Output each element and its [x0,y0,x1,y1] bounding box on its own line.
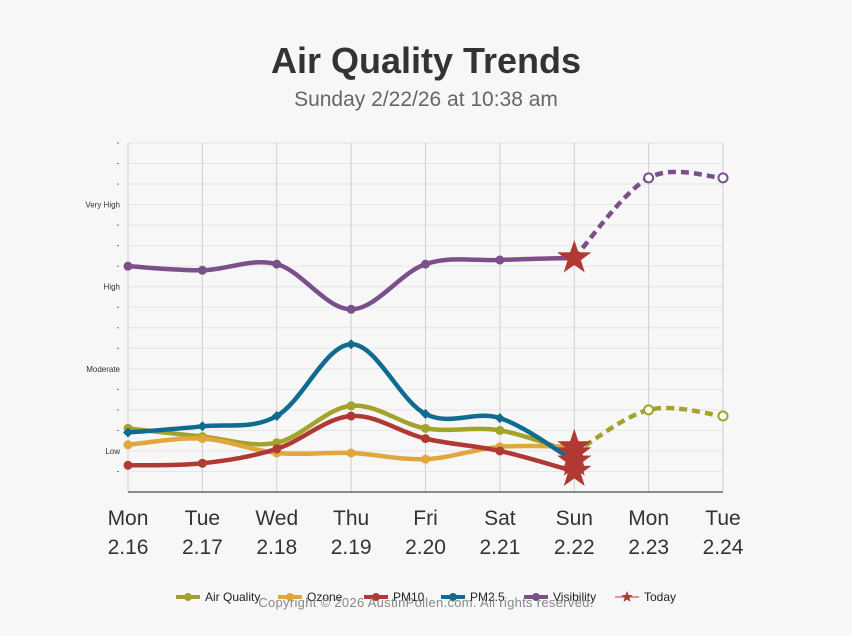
legend-swatch-point [532,593,540,601]
chart-grid [127,142,724,492]
data-point [123,460,133,470]
x-tick-date: 2.16 [108,536,149,559]
legend-label: PM10 [393,590,425,604]
today-star [557,240,592,273]
x-tick-day: Sat [484,507,516,530]
data-point [197,265,207,275]
chart-series [123,169,729,474]
x-tick-date: 2.21 [479,536,520,559]
legend-item: PM2.5 [441,590,505,604]
forecast-point [643,404,655,416]
x-tick-day: Sun [556,507,593,530]
legend-swatch-point [184,593,192,601]
chart-title: Air Quality Trends [270,40,582,81]
legend-label: Ozone [307,590,343,604]
legend-item: Ozone [278,590,343,604]
data-point [494,413,505,424]
series-pm2-5 [123,339,577,464]
data-point [495,446,505,456]
data-point [346,448,356,458]
legend-label: PM2.5 [470,590,505,604]
copyright-footer: Copyright © 2026 AustinPollen.com. All r… [258,595,594,610]
today-markers [557,240,592,486]
legend-label: Visibility [553,590,596,604]
today-star [557,443,592,476]
x-tick-date: 2.18 [256,536,297,559]
legend-label: Air Quality [205,590,260,604]
data-point [495,255,505,265]
y-level-label: High [104,283,120,292]
x-tick-date: 2.23 [628,536,669,559]
data-point [123,261,133,271]
y-level-label: Very High [85,201,120,210]
chart-legend: Air Quality Ozone PM10 PM2.5 Visibility Today [176,590,676,604]
data-point [420,408,431,419]
data-point [346,304,356,314]
legend-swatch-point [286,593,294,601]
x-tick-date: 2.20 [405,536,446,559]
x-tick-date: 2.22 [554,536,595,559]
legend-swatch-point [449,593,457,601]
data-point [197,434,207,444]
legend-item: Visibility [524,590,596,604]
y-level-label: Low [105,447,120,456]
x-tick-day: Thu [333,507,369,530]
data-point [421,434,430,444]
data-point [346,411,356,421]
data-point [421,423,430,433]
x-tick-day: Mon [628,507,669,530]
series-forecast-line [573,405,724,455]
y-level-label: Moderate [86,365,120,374]
forecast-point [717,410,729,422]
x-tick-day: Tue [185,507,220,530]
data-point [123,427,133,438]
data-point [346,339,357,350]
data-point [421,454,430,464]
data-point [272,444,282,454]
data-point [421,259,430,269]
x-tick-date: 2.17 [182,536,223,559]
x-tick-day: Mon [108,507,149,530]
series-ozone [123,434,577,464]
forecast-point [643,172,655,184]
chart-subtitle: Sunday 2/22/26 at 10:38 am [294,88,558,111]
x-axis-ticks: Mon 2.16 Tue 2.17 Wed 2.18 Thu 2.19 Fri 2.20 Sat 2.… [108,507,744,559]
y-axis-ticks: Low Moderate High Very High [85,142,121,472]
legend-swatch-point [372,593,380,601]
x-tick-day: Fri [413,507,438,530]
data-point [346,401,356,411]
x-tick-date: 2.24 [703,536,744,559]
data-point [271,411,282,422]
data-point [197,421,208,432]
x-tick-day: Tue [705,507,740,530]
legend-item: PM10 [364,590,425,604]
x-tick-date: 2.19 [331,536,372,559]
legend-item: Today [615,590,676,604]
data-point [495,425,505,435]
data-point [272,259,282,269]
series-pm10 [123,411,577,474]
series-visibility [123,169,729,314]
series-air-quality [123,401,729,456]
today-star [557,453,592,486]
legend-swatch-star [621,591,633,602]
data-point [123,440,133,450]
data-point [197,458,207,468]
data-point [272,438,282,448]
legend-item: Air Quality [176,590,260,604]
x-tick-day: Wed [255,507,298,530]
legend-label: Today [644,590,676,604]
forecast-point [717,172,729,184]
